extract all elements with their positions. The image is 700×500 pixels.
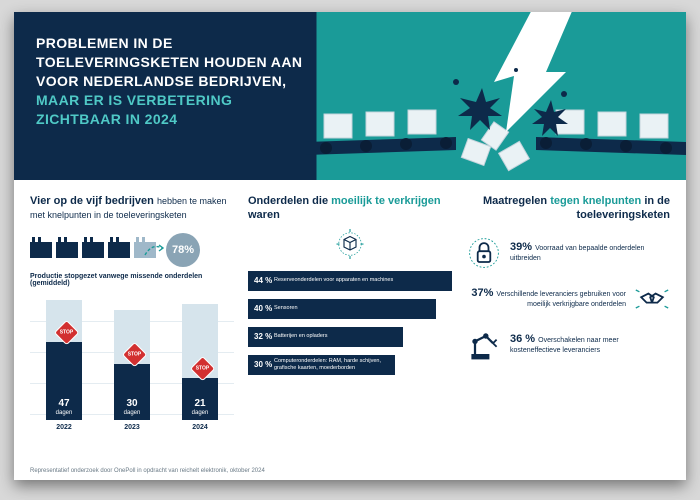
col-3: Maatregelen tegen knelpunten in de toele… [466,194,670,444]
stop-icon: STOP [190,356,215,381]
cube-header [248,229,452,259]
hero-banner: PROBLEMEN IN DE TOELEVERINGSKETEN HOUDEN… [14,12,686,180]
col-2: Onderdelen die moeilijk te verkrijgen wa… [248,194,452,444]
hero-graphic [306,12,686,180]
bar-group: STOP21dagen2024 [174,304,226,431]
stop-icon: STOP [122,342,147,367]
hbar-row: 30 %Computeronderdelen: RAM, harde schij… [248,355,452,375]
measure-item: 36 % Overschakelen naar meer kosteneffec… [466,327,670,363]
infographic-card: PROBLEMEN IN DE TOELEVERINGSKETEN HOUDEN… [14,12,686,480]
hero-title: PROBLEMEN IN DE TOELEVERINGSKETEN HOUDEN… [36,34,316,128]
lock-icon [466,235,502,271]
factory-row: 78% [30,233,234,267]
body-columns: Vier op de vijf bedrijven hebben te make… [14,180,686,452]
stop-icon: STOP [54,320,79,345]
robot-icon [466,327,502,363]
conveyor-crash-icon [306,12,686,180]
col1-title: Vier op de vijf bedrijven hebben te make… [30,194,234,223]
footer-credit: Representatief onderzoek door OnePoll in… [30,468,265,474]
curve-arrow-icon [144,243,164,257]
col-1: Vier op de vijf bedrijven hebben te make… [30,194,234,444]
hbar-row: 40 %Sensoren [248,299,452,319]
package-icon [335,229,365,259]
hbar-row: 32 %Batterijen en opladers [248,327,452,347]
measure-item: 39% Voorraad van bepaalde onderdelen uit… [466,235,670,271]
hbar-chart: 44 %Reserveonderdelen voor apparaten en … [248,271,452,375]
handshake-icon [634,281,670,317]
factory-icon [82,242,104,258]
bar-group: STOP47dagen2022 [38,300,90,431]
factory-icon [56,242,78,258]
production-stopped-chart: STOP47dagen2022 STOP30dagen2023 STOP21dage… [30,291,234,431]
bar-group: STOP30dagen2023 [106,310,158,431]
hero-line1: PROBLEMEN IN DE TOELEVERINGSKETEN HOUDEN… [36,35,302,89]
factory-icon [108,242,130,258]
factory-icon [30,242,52,258]
col3-title: Maatregelen tegen knelpunten in de toele… [466,194,670,223]
measure-item: 37% Verschillende leveranciers gebruiken… [466,281,670,317]
hbar-row: 44 %Reserveonderdelen voor apparaten en … [248,271,452,291]
col2-title: Onderdelen die moeilijk te verkrijgen wa… [248,194,452,223]
pct-badge: 78% [166,233,200,267]
measures-list: 39% Voorraad van bepaalde onderdelen uit… [466,235,670,363]
chart-caption: Productie stopgezet vanwege missende ond… [30,273,234,287]
hero-line2: MAAR ER IS VERBETERING ZICHTBAAR IN 2024 [36,92,232,127]
